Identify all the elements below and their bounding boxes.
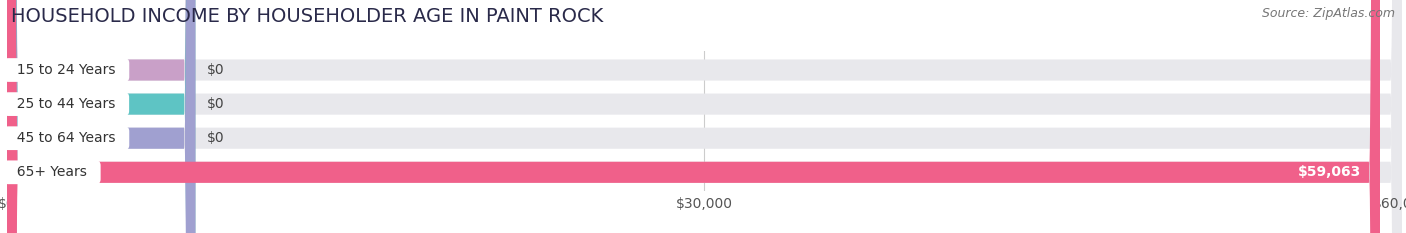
FancyBboxPatch shape <box>7 0 195 233</box>
FancyBboxPatch shape <box>7 0 195 233</box>
Text: HOUSEHOLD INCOME BY HOUSEHOLDER AGE IN PAINT ROCK: HOUSEHOLD INCOME BY HOUSEHOLDER AGE IN P… <box>11 7 603 26</box>
Text: $59,063: $59,063 <box>1298 165 1361 179</box>
Text: 45 to 64 Years: 45 to 64 Years <box>8 131 124 145</box>
Text: $0: $0 <box>207 131 224 145</box>
Text: Source: ZipAtlas.com: Source: ZipAtlas.com <box>1261 7 1395 20</box>
Text: 25 to 44 Years: 25 to 44 Years <box>8 97 124 111</box>
Text: $0: $0 <box>207 97 224 111</box>
FancyBboxPatch shape <box>7 0 1402 233</box>
Text: 15 to 24 Years: 15 to 24 Years <box>8 63 124 77</box>
FancyBboxPatch shape <box>7 0 1402 233</box>
FancyBboxPatch shape <box>7 0 1402 233</box>
FancyBboxPatch shape <box>7 0 1402 233</box>
FancyBboxPatch shape <box>7 0 195 233</box>
Text: 65+ Years: 65+ Years <box>8 165 96 179</box>
FancyBboxPatch shape <box>7 0 1381 233</box>
Text: $0: $0 <box>207 63 224 77</box>
